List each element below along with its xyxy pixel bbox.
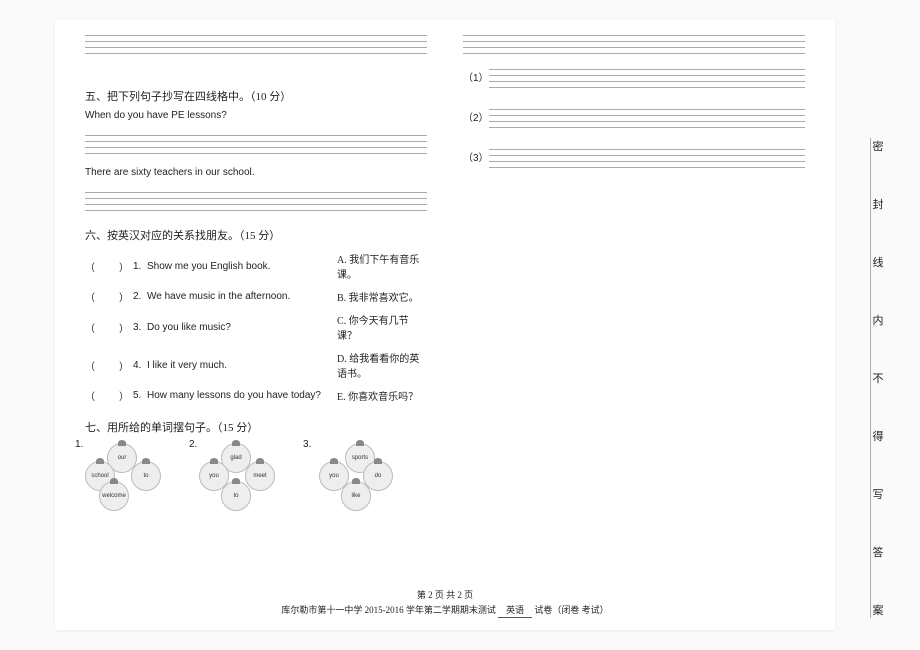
seal-char: 不 xyxy=(873,370,884,386)
seal-line: 密 封 线 内 不 得 写 答 案 xyxy=(870,138,886,618)
apple-group-1: 1. our school to welcome xyxy=(85,443,175,503)
paren-open: （ xyxy=(85,259,99,274)
left-column: 五、把下列句子抄写在四线格中。（10 分） When do you have P… xyxy=(55,20,445,580)
fourline-box xyxy=(463,30,805,54)
fourline-box xyxy=(85,130,427,154)
item-eng: We have music in the afternoon. xyxy=(147,291,337,302)
footer-pagenum: 第 2 页 共 2 页 xyxy=(55,588,835,602)
answer-row: （1） xyxy=(463,64,805,88)
paren-close: ） xyxy=(119,259,133,274)
match-row: （） 3. Do you like music? C. 你今天有几节课？ xyxy=(85,312,427,342)
answer-num: （1） xyxy=(463,69,489,84)
fourline-box xyxy=(489,144,805,168)
apple-word: meet xyxy=(245,461,275,491)
apple-word: like xyxy=(341,481,371,511)
answer-num: （3） xyxy=(463,149,489,164)
fourline-box xyxy=(489,104,805,128)
answer-row: （2） xyxy=(463,104,805,128)
apple-word: to xyxy=(221,481,251,511)
fourline-box xyxy=(85,187,427,211)
item-chn: E. 你喜欢音乐吗？ xyxy=(337,388,427,403)
seal-char: 封 xyxy=(873,196,884,212)
footer-tail: 试卷（闭卷 考试） xyxy=(534,605,608,615)
right-column: （1） （2） （3） xyxy=(445,20,835,580)
section5-sentence-2: There are sixty teachers in our school. xyxy=(85,167,427,178)
footer-subject: 英语 xyxy=(498,603,532,618)
item-chn: C. 你今天有几节课？ xyxy=(337,312,427,342)
item-num: 4. xyxy=(133,360,147,371)
group-num: 2. xyxy=(189,439,197,450)
item-num: 1. xyxy=(133,261,147,272)
item-num: 5. xyxy=(133,390,147,401)
item-num: 2. xyxy=(133,291,147,302)
answer-num: （2） xyxy=(463,109,489,124)
item-eng: Do you like music? xyxy=(147,322,337,333)
apple-groups: 1. our school to welcome 2. glad you mee… xyxy=(85,443,427,503)
group-num: 3. xyxy=(303,439,311,450)
apple-word: to xyxy=(131,461,161,491)
section5-title: 五、把下列句子抄写在四线格中。（10 分） xyxy=(85,88,427,104)
seal-char: 写 xyxy=(873,486,884,502)
seal-char: 案 xyxy=(873,602,884,618)
section6-title: 六、按英汉对应的关系找朋友。（15 分） xyxy=(85,227,427,243)
item-eng: Show me you English book. xyxy=(147,261,337,272)
seal-char: 密 xyxy=(873,138,884,154)
item-eng: I like it very much. xyxy=(147,360,337,371)
fourline-box xyxy=(489,64,805,88)
apple-word: welcome xyxy=(99,481,129,511)
match-row: （） 2. We have music in the afternoon. B.… xyxy=(85,289,427,304)
apple-group-2: 2. glad you meet to xyxy=(199,443,289,503)
two-column-layout: 五、把下列句子抄写在四线格中。（10 分） When do you have P… xyxy=(55,20,835,580)
apple-group-3: 3. sports you do like xyxy=(313,443,403,503)
item-chn: B. 我非常喜欢它。 xyxy=(337,289,427,304)
section5-sentence-1: When do you have PE lessons? xyxy=(85,110,427,121)
match-row: （） 5. How many lessons do you have today… xyxy=(85,388,427,403)
seal-char: 线 xyxy=(873,254,884,270)
answer-row xyxy=(463,30,805,54)
item-eng: How many lessons do you have today? xyxy=(147,390,337,401)
item-num: 3. xyxy=(133,322,147,333)
match-row: （ ） 1. Show me you English book. A. 我们下午有… xyxy=(85,251,427,281)
seal-char: 答 xyxy=(873,544,884,560)
group-num: 1. xyxy=(75,439,83,450)
item-chn: D. 给我看看你的英语书。 xyxy=(337,350,427,380)
exam-page: 五、把下列句子抄写在四线格中。（10 分） When do you have P… xyxy=(55,20,835,630)
page-footer: 第 2 页 共 2 页 库尔勒市第十一中学 2015-2016 学年第二学期期末… xyxy=(55,588,835,618)
seal-char: 得 xyxy=(873,428,884,444)
footer-school-line: 库尔勒市第十一中学 2015-2016 学年第二学期期末测试 xyxy=(281,605,496,615)
item-chn: A. 我们下午有音乐课。 xyxy=(337,251,427,281)
seal-char: 内 xyxy=(873,312,884,328)
match-row: （） 4. I like it very much. D. 给我看看你的英语书。 xyxy=(85,350,427,380)
section7-title: 七、用所给的单词摆句子。（15 分） xyxy=(85,419,427,435)
answer-row: （3） xyxy=(463,144,805,168)
fourline-box xyxy=(85,30,427,54)
